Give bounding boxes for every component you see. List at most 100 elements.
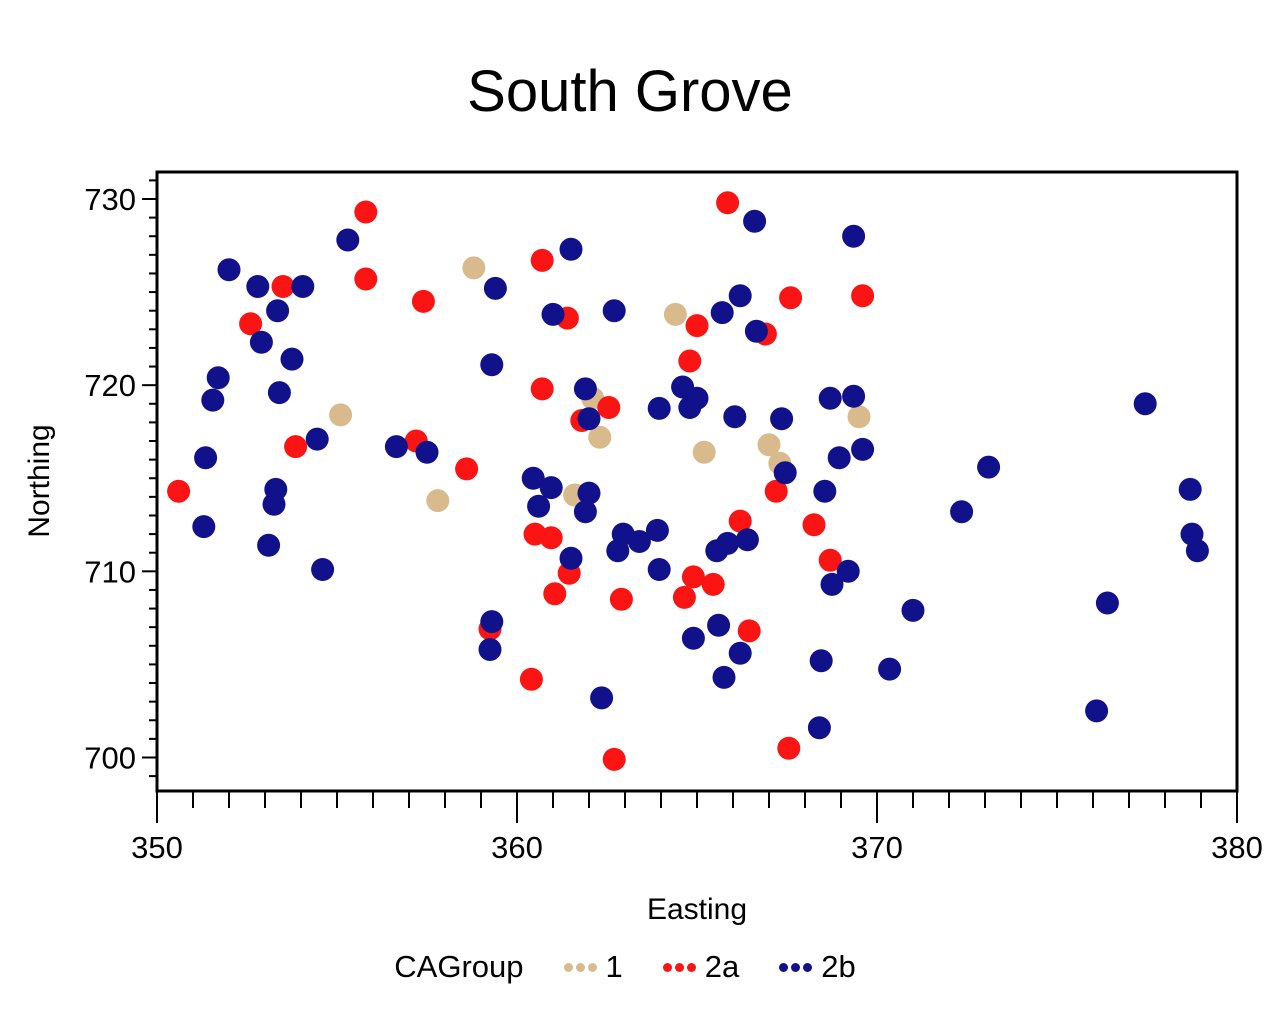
- data-point-group-2b: [820, 572, 844, 596]
- data-point-group-2a: [716, 191, 740, 215]
- data-point-group-2a: [672, 585, 696, 609]
- legend-marker-group-2b: [779, 962, 813, 972]
- y-tick-label: 720: [84, 368, 136, 403]
- data-point-group-2b: [311, 558, 335, 581]
- data-point-group-2b: [716, 531, 740, 555]
- data-point-group-2b: [573, 377, 597, 401]
- data-point-group-2b: [577, 481, 601, 505]
- data-point-group-2a: [239, 312, 263, 336]
- data-point-group-2b: [201, 388, 225, 412]
- data-point-group-2b: [710, 301, 734, 325]
- data-point-group-2a: [609, 587, 633, 611]
- data-point-group-2b: [809, 649, 833, 673]
- data-point-group-2b: [1185, 539, 1209, 563]
- legend-dot: [662, 962, 672, 972]
- data-point-group-2b: [267, 381, 291, 405]
- data-point-group-2a: [779, 286, 803, 310]
- data-point-group-2b: [977, 455, 1001, 479]
- data-point-group-2a: [802, 513, 826, 537]
- data-point-group-2b: [577, 407, 601, 431]
- legend-label-group-2a: 2a: [704, 949, 740, 984]
- data-point-group-2a: [519, 667, 543, 691]
- data-point-group-2a: [271, 275, 295, 298]
- legend-title: CAGroup: [394, 949, 524, 984]
- legend-label-group-1: 1: [605, 949, 623, 984]
- data-point-group-2b: [291, 275, 315, 298]
- data-point-group-2a: [681, 565, 705, 589]
- data-point-group-2b: [842, 224, 866, 248]
- data-point-group-2b: [257, 533, 281, 557]
- data-point-group-2b: [681, 626, 705, 650]
- data-point-group-2b: [206, 366, 230, 390]
- data-point-group-2b: [559, 237, 583, 261]
- data-point-group-2b: [744, 319, 768, 343]
- data-point-group-2a: [543, 582, 567, 606]
- data-point-group-2a: [777, 736, 801, 760]
- data-point-group-2a: [602, 747, 626, 771]
- data-point-group-2b: [194, 446, 218, 470]
- data-point-group-2b: [480, 610, 504, 634]
- data-point-group-2b: [728, 641, 752, 665]
- data-point-group-2b: [602, 299, 626, 323]
- data-point-group-2b: [743, 209, 767, 233]
- data-point-group-2b: [415, 440, 439, 464]
- y-tick-label: 700: [84, 740, 136, 775]
- data-point-group-2b: [851, 437, 875, 461]
- data-point-group-2b: [818, 386, 842, 410]
- legend-dot: [803, 962, 813, 972]
- data-point-group-2b: [606, 539, 630, 563]
- y-tick-label: 730: [84, 182, 136, 217]
- data-point-group-2b: [590, 686, 614, 710]
- data-point-group-2b: [478, 638, 502, 661]
- y-axis-title: Northing: [23, 424, 56, 538]
- data-point-group-2b: [950, 500, 974, 524]
- data-point-group-2b: [573, 500, 597, 524]
- data-point-group-2b: [1085, 699, 1109, 723]
- data-point-group-2b: [559, 546, 583, 570]
- data-point-group-2b: [246, 275, 270, 298]
- legend-dot: [791, 962, 801, 972]
- data-point-group-2b: [807, 716, 831, 740]
- data-point-group-2b: [1095, 591, 1119, 615]
- data-point-group-2b: [541, 302, 565, 326]
- data-point-group-2a: [678, 349, 702, 373]
- data-point-group-1: [692, 440, 716, 464]
- data-point-group-1: [847, 405, 871, 429]
- data-point-group-1: [588, 425, 612, 449]
- data-point-group-2b: [647, 396, 671, 420]
- data-point-group-2b: [539, 476, 563, 500]
- data-point-group-2b: [707, 613, 731, 637]
- legend-dot: [674, 962, 684, 972]
- data-point-group-2a: [728, 509, 752, 533]
- data-point-group-2b: [813, 479, 837, 503]
- data-point-group-2b: [217, 258, 241, 282]
- x-tick-label: 380: [1211, 830, 1263, 865]
- data-point-group-2a: [701, 572, 725, 596]
- data-point-group-2b: [645, 518, 669, 542]
- data-point-group-1: [462, 256, 486, 280]
- legend-entry-group-2a: 2a: [662, 949, 740, 985]
- data-point-group-2b: [735, 528, 759, 552]
- data-point-group-2b: [773, 461, 797, 485]
- x-tick-label: 350: [131, 830, 183, 865]
- data-point-group-2a: [354, 200, 378, 224]
- data-point-group-2b: [384, 435, 408, 459]
- data-point-group-2b: [1178, 477, 1202, 501]
- data-point-group-2a: [455, 457, 479, 481]
- data-point-group-2b: [305, 427, 329, 451]
- data-point-group-2b: [280, 347, 304, 371]
- legend-entry-group-1: 1: [563, 949, 623, 985]
- data-point-group-2b: [266, 299, 290, 323]
- data-point-group-2a: [851, 284, 875, 308]
- data-point-group-2b: [480, 353, 504, 377]
- x-axis-title: Easting: [646, 893, 748, 926]
- data-point-group-2a: [167, 479, 191, 503]
- legend-dot: [686, 962, 696, 972]
- data-point-group-2a: [284, 435, 308, 459]
- data-point-group-2a: [411, 289, 435, 313]
- data-point-group-2b: [647, 558, 671, 581]
- data-point-group-2a: [539, 526, 563, 550]
- legend-marker-group-2a: [662, 962, 696, 972]
